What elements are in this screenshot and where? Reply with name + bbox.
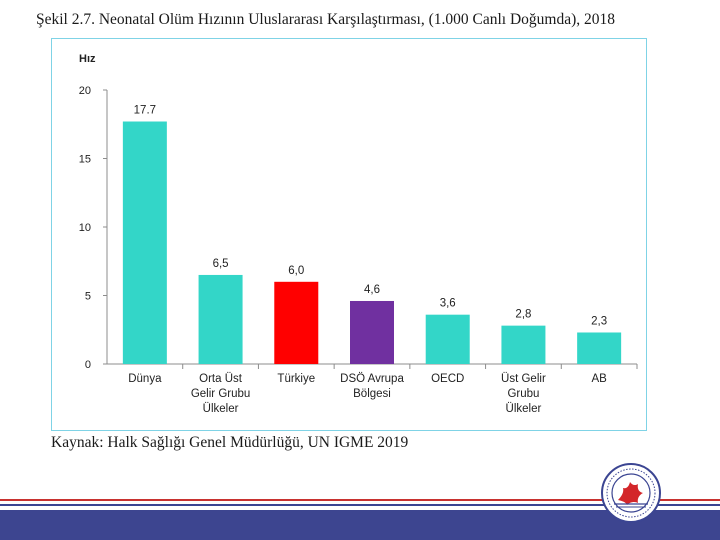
x-tick-label: Bölgesi [353, 388, 391, 400]
x-tick-label: DSÖ Avrupa [340, 373, 404, 385]
data-label: 3,6 [440, 298, 456, 310]
bar [577, 332, 622, 364]
x-tick-label: OECD [431, 373, 464, 385]
x-tick-label: Gelir Grubu [191, 388, 250, 400]
x-tick-label: Orta Üst [199, 373, 243, 385]
bar-chart: Hız 0 5 10 15 20 17.7 Dünya 6,5 Orta Üst Gelir Gru… [79, 53, 638, 415]
x-tick-label: Üst Gelir [501, 373, 546, 385]
y-tick-label: 15 [79, 154, 91, 166]
data-label: 4,6 [364, 284, 380, 296]
x-tick-label: Grubu [507, 388, 539, 400]
y-tick-label: 20 [79, 85, 91, 97]
bar [122, 121, 167, 364]
bar [274, 281, 319, 364]
y-tick-label: 10 [79, 222, 91, 234]
bar [425, 314, 470, 364]
university-seal-icon [601, 463, 661, 523]
source-note: Kaynak: Halk Sağlığı Genel Müdürlüğü, UN… [51, 434, 409, 451]
figure-title: Şekil 2.7. Neonatal Olüm Hızının Uluslar… [36, 11, 615, 28]
footer-red-line [0, 499, 720, 501]
footer-navy-line [0, 504, 720, 506]
bar [501, 325, 546, 364]
bar [198, 274, 243, 364]
data-label: 6,0 [288, 265, 304, 277]
bar [350, 300, 394, 364]
y-tick-label: 0 [85, 359, 91, 371]
x-tick-label: Ülkeler [506, 403, 542, 415]
x-tick-label: Dünya [128, 373, 162, 385]
y-tick-label: 5 [85, 291, 91, 303]
footer-band [0, 510, 720, 540]
data-label: 6,5 [213, 258, 229, 270]
data-label: 17.7 [134, 105, 156, 117]
data-label: 2,3 [591, 315, 607, 327]
x-tick-label: Türkiye [277, 373, 315, 385]
data-label: 2,8 [515, 309, 531, 321]
x-tick-label: AB [591, 373, 607, 385]
x-tick-label: Ülkeler [203, 403, 239, 415]
y-axis-label: Hız [79, 53, 96, 65]
